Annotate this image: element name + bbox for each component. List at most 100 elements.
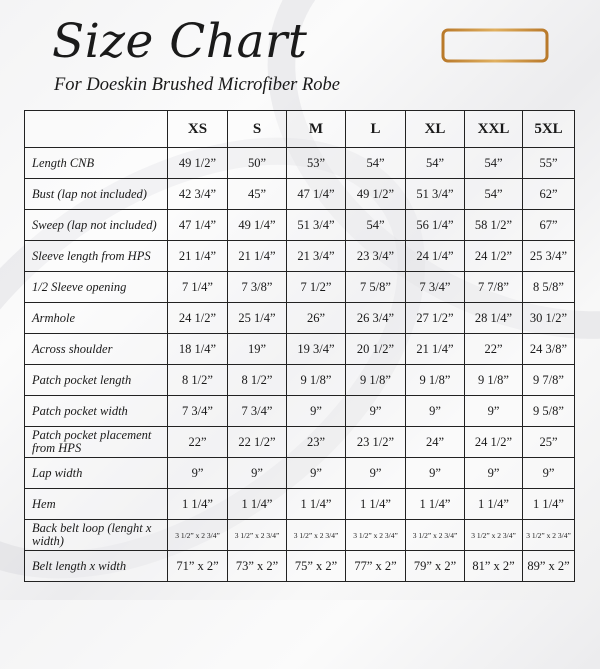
measurement-cell: 9 1/8” xyxy=(464,364,523,396)
measurement-cell: 9 1/8” xyxy=(405,364,465,396)
table-row: Sleeve length from HPS 21 1/4” 21 1/4” 21 3… xyxy=(24,240,575,272)
row-label: 1/2 Sleeve opening xyxy=(24,271,168,303)
measurement-cell: 18 1/4” xyxy=(167,333,228,365)
measurement-cell: 1 1/4” xyxy=(167,488,228,520)
measurement-cell: 71” x 2” xyxy=(167,550,228,582)
row-label: Sleeve length from HPS xyxy=(24,240,168,272)
row-label: Lap width xyxy=(24,457,168,489)
table-row: 1/2 Sleeve opening 7 1/4” 7 3/8” 7 1/2” 7 5/… xyxy=(24,271,575,303)
row-label: Hem xyxy=(24,488,168,520)
table-row: Armhole 24 1/2” 25 1/4” 26” 26 3/4” 27 1/2” 28… xyxy=(24,302,575,334)
measurement-cell: 49 1/2” xyxy=(345,178,406,210)
measurement-cell: 23 3/4” xyxy=(345,240,406,272)
table-row: Across shoulder 18 1/4” 19” 19 3/4” 20 1/2” 2… xyxy=(24,333,575,365)
measurement-cell: 54” xyxy=(345,209,406,241)
measurement-cell: 1 1/4” xyxy=(286,488,346,520)
table-row: Length CNB 49 1/2” 50” 53” 54” 54” 54” 55” xyxy=(24,147,575,179)
measurement-cell: 30 1/2” xyxy=(522,302,575,334)
measurement-cell: 26 3/4” xyxy=(345,302,406,334)
measurement-cell: 24 1/2” xyxy=(167,302,228,334)
measurement-cell: 9” xyxy=(522,457,575,489)
measurement-cell: 54” xyxy=(345,147,406,179)
measurement-cell: 9” xyxy=(405,395,465,427)
measurement-cell: 75” x 2” xyxy=(286,550,346,582)
measurement-cell: 9” xyxy=(345,395,406,427)
measurement-cell: 3 1/2” x 2 3/4” xyxy=(522,519,575,551)
measurement-cell: 1 1/4” xyxy=(464,488,523,520)
measurement-cell: 89” x 2” xyxy=(522,550,575,582)
measurement-cell: 45” xyxy=(227,178,287,210)
table-row: Back belt loop (lenght x width) 3 1/2” x … xyxy=(24,519,575,551)
measurement-cell: 8 1/2” xyxy=(227,364,287,396)
size-chart-table: XS S M L XL XXL 5XL Length CNB 49 1/2” 50” 53” 54”… xyxy=(24,110,575,582)
table-row: Sweep (lap not included) 47 1/4” 49 1/4” 51… xyxy=(24,209,575,241)
measurement-cell: 51 3/4” xyxy=(286,209,346,241)
measurement-cell: 3 1/2” x 2 3/4” xyxy=(227,519,287,551)
measurement-cell: 58 1/2” xyxy=(464,209,523,241)
measurement-cell: 26” xyxy=(286,302,346,334)
measurement-cell: 9” xyxy=(167,457,228,489)
measurement-cell: 7 3/4” xyxy=(227,395,287,427)
column-header-size: XS xyxy=(167,110,228,148)
column-header-empty xyxy=(24,110,168,148)
measurement-cell: 19 3/4” xyxy=(286,333,346,365)
measurement-cell: 23 1/2” xyxy=(345,426,406,458)
measurement-cell: 23” xyxy=(286,426,346,458)
measurement-cell: 55” xyxy=(522,147,575,179)
measurement-cell: 77” x 2” xyxy=(345,550,406,582)
measurement-cell: 7 5/8” xyxy=(345,271,406,303)
row-label: Bust (lap not included) xyxy=(24,178,168,210)
column-header-size: L xyxy=(345,110,406,148)
measurement-cell: 1 1/4” xyxy=(522,488,575,520)
row-label: Length CNB xyxy=(24,147,168,179)
measurement-cell: 7 3/8” xyxy=(227,271,287,303)
measurement-cell: 3 1/2” x 2 3/4” xyxy=(405,519,465,551)
measurement-cell: 1 1/4” xyxy=(345,488,406,520)
measurement-cell: 47 1/4” xyxy=(167,209,228,241)
measurement-cell: 22” xyxy=(464,333,523,365)
measurement-cell: 50” xyxy=(227,147,287,179)
measurement-cell: 28 1/4” xyxy=(464,302,523,334)
column-header-size: M xyxy=(286,110,346,148)
measurement-cell: 3 1/2” x 2 3/4” xyxy=(286,519,346,551)
measurement-cell: 27 1/2” xyxy=(405,302,465,334)
column-header-size: S xyxy=(227,110,287,148)
table-row: Bust (lap not included) 42 3/4” 45” 47 1/4”… xyxy=(24,178,575,210)
measurement-cell: 67” xyxy=(522,209,575,241)
measurement-cell: 24” xyxy=(405,426,465,458)
row-label: Sweep (lap not included) xyxy=(24,209,168,241)
column-header-size: XXL xyxy=(464,110,523,148)
measurement-cell: 7 7/8” xyxy=(464,271,523,303)
measurement-cell: 54” xyxy=(405,147,465,179)
row-label: Belt length x width xyxy=(24,550,168,582)
measurement-cell: 9 5/8” xyxy=(522,395,575,427)
row-label: Patch pocket length xyxy=(24,364,168,396)
table-row: Hem 1 1/4” 1 1/4” 1 1/4” 1 1/4” 1 1/4” 1 1/4” 1… xyxy=(24,488,575,520)
column-header-size: XL xyxy=(405,110,465,148)
measurement-cell: 7 3/4” xyxy=(167,395,228,427)
measurement-cell: 56 1/4” xyxy=(405,209,465,241)
measurement-cell: 25” xyxy=(522,426,575,458)
table-row: Patch pocket length 8 1/2” 8 1/2” 9 1/8” 9 1… xyxy=(24,364,575,396)
measurement-cell: 49 1/4” xyxy=(227,209,287,241)
measurement-cell: 73” x 2” xyxy=(227,550,287,582)
measurement-cell: 24 3/8” xyxy=(522,333,575,365)
measurement-cell: 3 1/2” x 2 3/4” xyxy=(345,519,406,551)
row-label: Patch pocket width xyxy=(24,395,168,427)
measurement-cell: 22” xyxy=(167,426,228,458)
table-row: Patch pocket width 7 3/4” 7 3/4” 9” 9” 9” 9” 9 … xyxy=(24,395,575,427)
measurement-cell: 24 1/2” xyxy=(464,240,523,272)
measurement-cell: 81” x 2” xyxy=(464,550,523,582)
measurement-cell: 47 1/4” xyxy=(286,178,346,210)
table-row: Patch pocket placement from HPS 22” 22 1/2… xyxy=(24,426,575,458)
measurement-cell: 19” xyxy=(227,333,287,365)
measurement-cell: 21 1/4” xyxy=(405,333,465,365)
page-title: Size Chart xyxy=(52,14,308,69)
measurement-cell: 22 1/2” xyxy=(227,426,287,458)
measurement-cell: 21 1/4” xyxy=(167,240,228,272)
measurement-cell: 3 1/2” x 2 3/4” xyxy=(167,519,228,551)
measurement-cell: 9 7/8” xyxy=(522,364,575,396)
row-label: Patch pocket placement from HPS xyxy=(24,426,168,458)
measurement-cell: 53” xyxy=(286,147,346,179)
measurement-cell: 62” xyxy=(522,178,575,210)
